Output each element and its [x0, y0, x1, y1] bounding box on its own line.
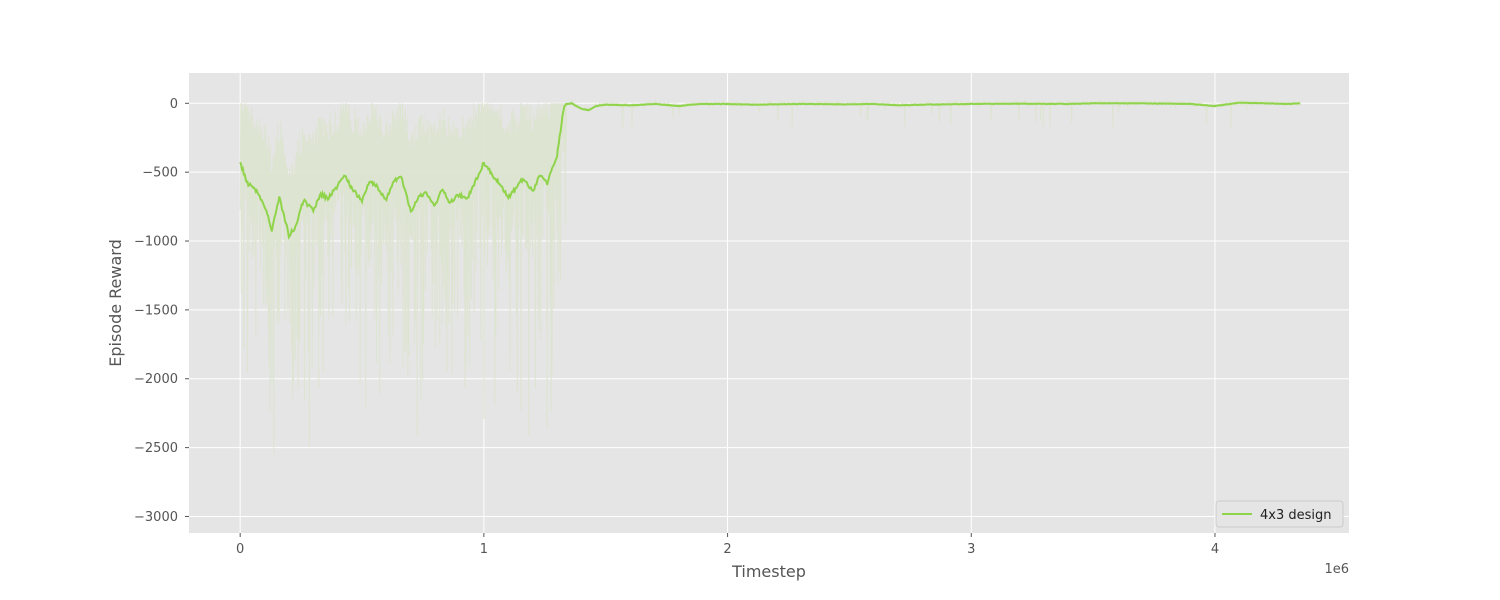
y-tick-label: −1000	[134, 235, 178, 250]
y-tick-label: −2000	[134, 372, 178, 387]
y-tick-label: −3000	[134, 510, 178, 525]
y-axis-label: Episode Reward	[106, 239, 125, 367]
x-axis-offset-text: 1e6	[1324, 562, 1349, 577]
series-line	[239, 101, 1301, 240]
x-tick-label: 0	[236, 542, 244, 557]
legend-box	[1215, 500, 1344, 528]
y-tick-label: −1500	[134, 303, 178, 318]
x-tick-label: 2	[723, 542, 731, 557]
y-axis: 0 −500 −1000 −1500 −2000 −2500 −3000	[134, 97, 189, 525]
legend-label: 4x3 design	[1260, 508, 1332, 523]
y-tick-label: 0	[170, 97, 178, 112]
y-tick-label: −2500	[134, 441, 178, 456]
legend: 4x3 design	[1215, 500, 1344, 528]
y-tick-label: −500	[142, 166, 178, 181]
grid	[189, 73, 1349, 533]
x-tick-label: 3	[967, 542, 975, 557]
x-tick-label: 1	[480, 542, 488, 557]
x-axis-label: Timestep	[731, 562, 806, 581]
x-axis: 0 1 2 3 4	[236, 533, 1219, 557]
x-tick-label: 4	[1211, 542, 1219, 557]
